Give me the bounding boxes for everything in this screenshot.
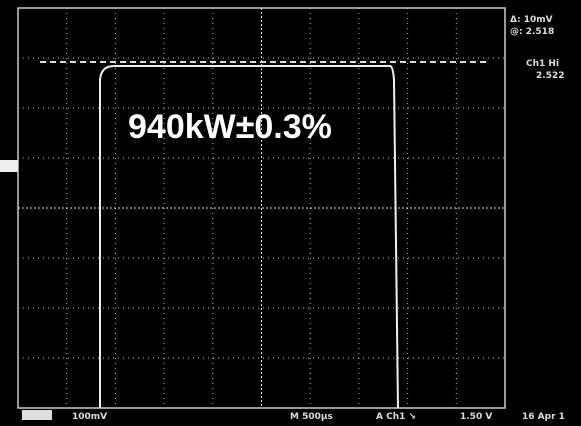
trigger-source: A Ch1 ↘ [376, 412, 416, 422]
scope-screen: Δ: 10mV @: 2.518 Ch1 Hi 2.522 940kW±0.3%… [0, 0, 581, 426]
channel-badge [22, 410, 52, 420]
date: 16 Apr 1 [522, 412, 565, 422]
trigger-level: 1.50 V [460, 412, 492, 422]
annotation: 940kW±0.3% [128, 108, 332, 146]
background [0, 0, 581, 426]
channel-label: Ch1 Hi [526, 59, 559, 69]
ground-marker [0, 160, 18, 172]
delta-readout: Δ: 10mV [510, 15, 553, 25]
at-readout: @: 2.518 [510, 27, 554, 37]
channel-value: 2.522 [536, 71, 564, 81]
channel-scale: 100mV [72, 412, 107, 422]
timebase: M 500µs [290, 412, 333, 422]
